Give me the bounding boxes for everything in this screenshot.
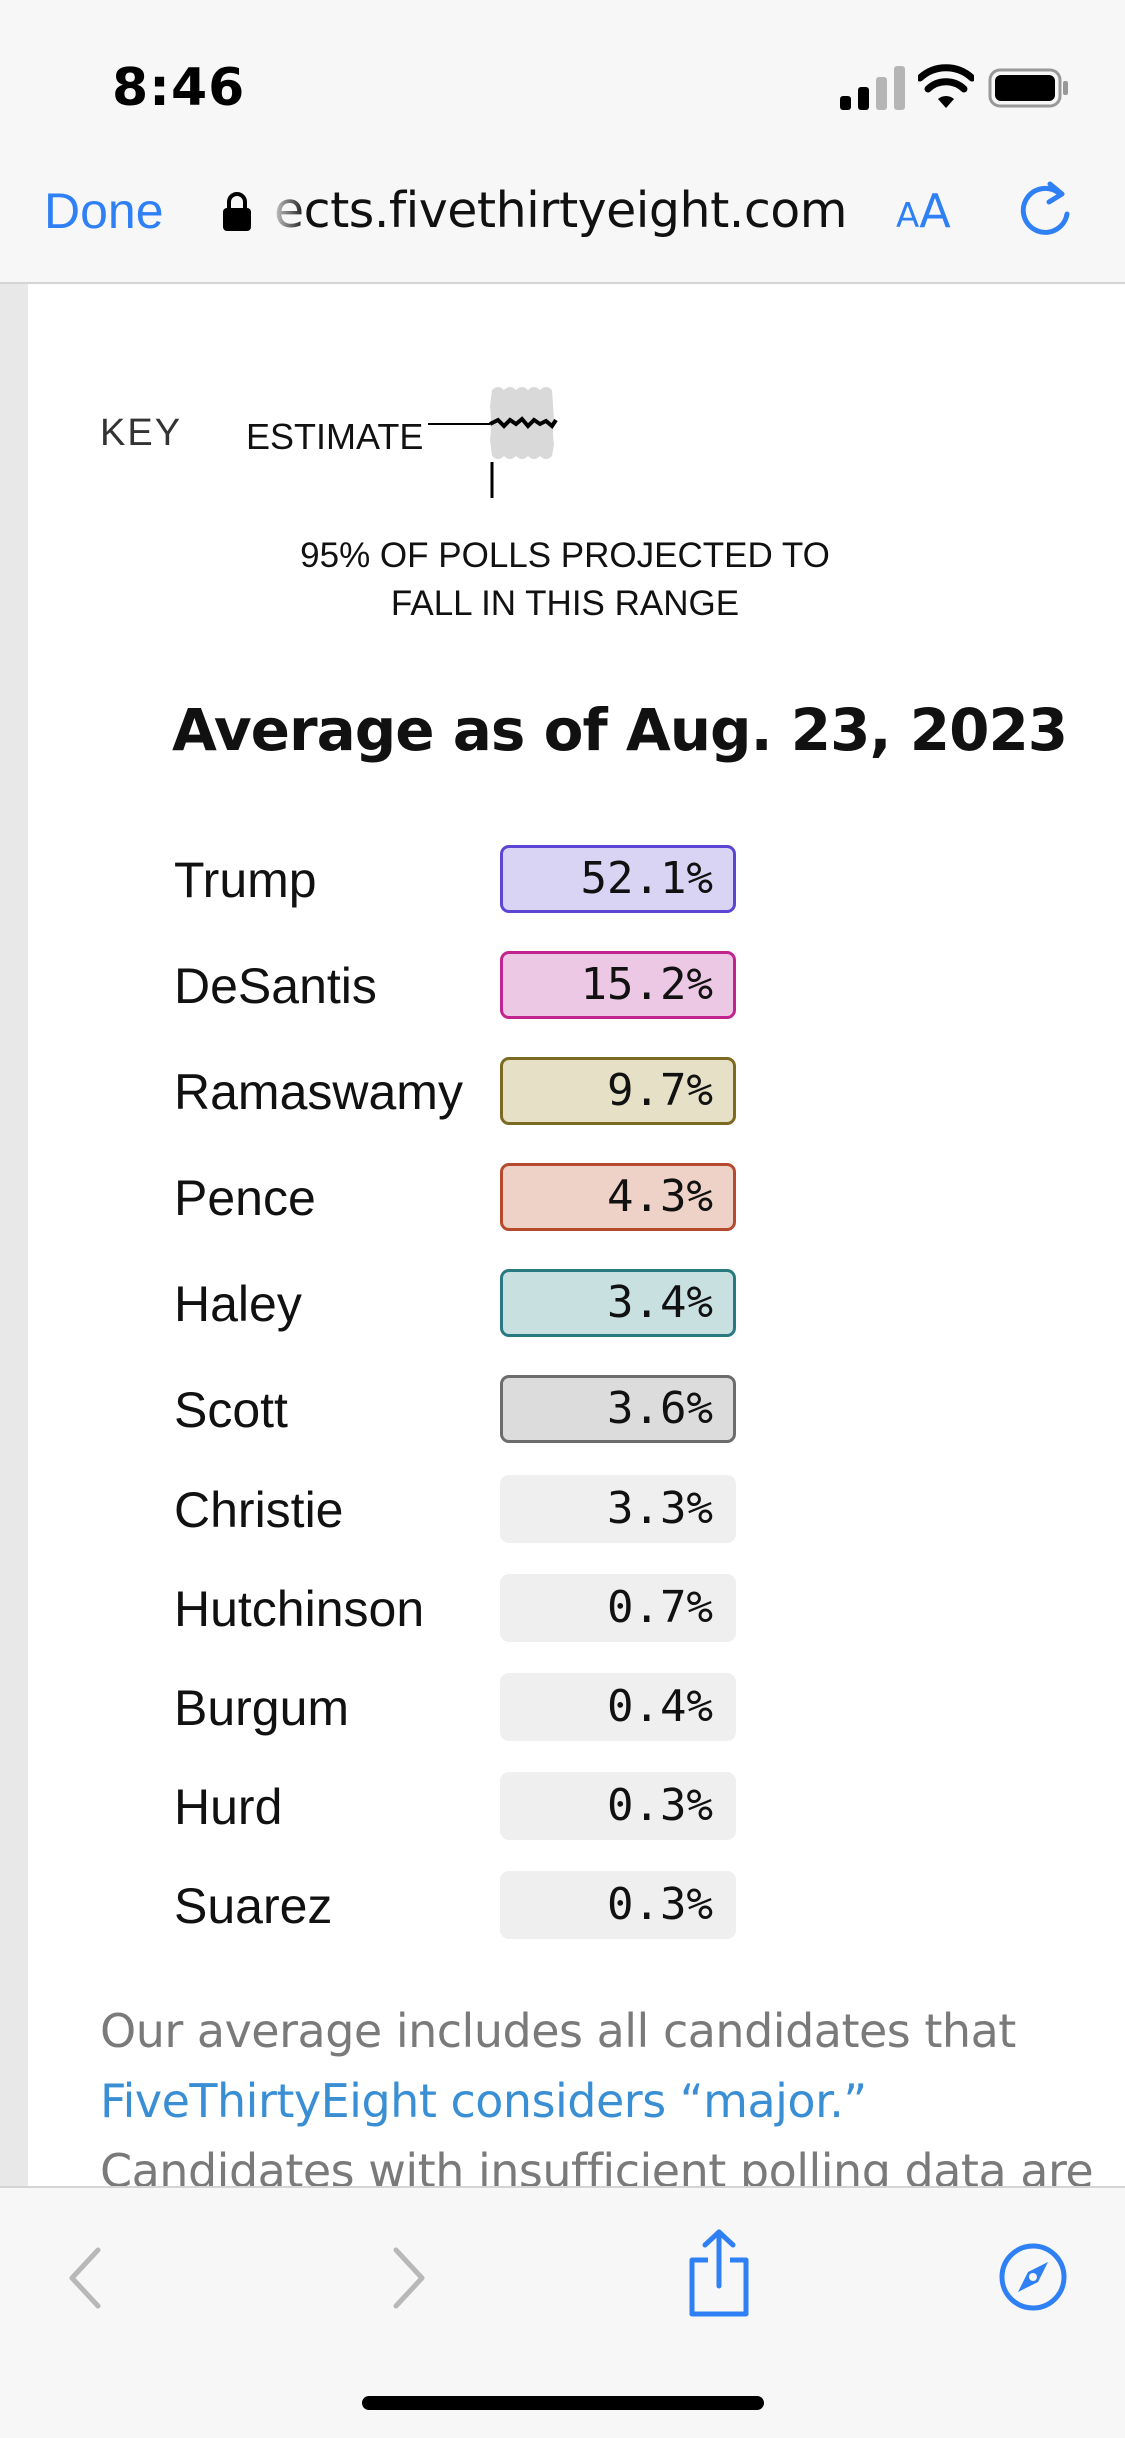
candidate-average-value: 9.7% <box>500 1057 736 1125</box>
candidate-average-value: 0.3% <box>500 1871 736 1939</box>
status-time: 8:46 <box>112 58 246 118</box>
candidate-average-value: 0.3% <box>500 1772 736 1840</box>
candidate-name: Suarez <box>174 1878 333 1934</box>
battery-icon <box>988 68 1068 108</box>
candidate-row: Haley 3.4% <box>0 1269 1125 1339</box>
estimate-label: ESTIMATE <box>246 416 424 457</box>
candidate-average-value: 0.7% <box>500 1574 736 1642</box>
candidate-average-value: 3.3% <box>500 1475 736 1543</box>
forward-arrow-icon[interactable] <box>386 2244 432 2312</box>
aa-small-glyph: A <box>896 196 920 236</box>
candidate-average-value: 4.3% <box>500 1163 736 1231</box>
candidate-average-value: 0.4% <box>500 1673 736 1741</box>
candidate-row: Hutchinson 0.7% <box>0 1574 1125 1644</box>
range-caption: 95% OF POLLS PROJECTED TO FALL IN THIS R… <box>200 532 930 628</box>
candidate-average-value: 15.2% <box>500 951 736 1019</box>
estimate-range-key-graphic <box>428 387 558 498</box>
candidate-name: Burgum <box>174 1680 350 1736</box>
compass-icon[interactable] <box>998 2242 1068 2312</box>
back-arrow-icon[interactable] <box>62 2244 108 2312</box>
candidate-average-value: 3.4% <box>500 1269 736 1337</box>
share-icon[interactable] <box>686 2228 752 2318</box>
range-caption-line1: 95% OF POLLS PROJECTED TO <box>300 536 830 575</box>
candidate-name: Hurd <box>174 1779 283 1835</box>
aa-big-glyph: A <box>919 184 951 238</box>
key-label: KEY <box>100 412 183 454</box>
candidate-name: Christie <box>174 1482 344 1538</box>
candidate-row: Christie 3.3% <box>0 1475 1125 1545</box>
cellular-signal-icon <box>840 66 905 110</box>
footnote-line1: Our average includes all candidates that <box>100 2004 1016 2058</box>
status-bar: 8:46 <box>0 0 1125 150</box>
home-indicator <box>362 2396 764 2410</box>
candidate-name: Pence <box>174 1170 316 1226</box>
done-button[interactable]: Done <box>44 183 164 239</box>
candidate-name: Hutchinson <box>174 1581 425 1637</box>
candidate-average-value: 3.6% <box>500 1375 736 1443</box>
candidate-row: DeSantis 15.2% <box>0 951 1125 1021</box>
url-field[interactable]: ects.fivethirtyeight.com <box>222 176 852 246</box>
major-candidates-link[interactable]: FiveThirtyEight considers “major.” <box>100 2074 867 2128</box>
range-caption-line2: FALL IN THIS RANGE <box>390 584 740 623</box>
url-text: ects.fivethirtyeight.com <box>274 182 848 239</box>
candidate-row: Pence 4.3% <box>0 1163 1125 1233</box>
lock-icon <box>223 192 251 231</box>
page-left-rail <box>0 284 28 2186</box>
candidate-name: Scott <box>174 1382 288 1438</box>
candidate-average-value: 52.1% <box>500 845 736 913</box>
candidate-name: Haley <box>174 1276 302 1332</box>
footnote: Our average includes all candidates that… <box>100 1996 1094 2206</box>
average-heading: Average as of Aug. 23, 2023 <box>172 696 1068 764</box>
wifi-icon <box>918 64 974 108</box>
candidate-row: Scott 3.6% <box>0 1375 1125 1445</box>
candidate-row: Trump 52.1% <box>0 845 1125 915</box>
url-fade <box>266 176 306 246</box>
candidate-name: DeSantis <box>174 958 377 1014</box>
candidate-row: Ramaswamy 9.7% <box>0 1057 1125 1127</box>
candidate-name: Ramaswamy <box>174 1064 463 1120</box>
reload-icon[interactable] <box>1016 180 1074 242</box>
candidate-name: Trump <box>174 852 317 908</box>
candidate-row: Hurd 0.3% <box>0 1772 1125 1842</box>
text-size-button[interactable]: AA <box>896 176 951 246</box>
candidate-row: Suarez 0.3% <box>0 1871 1125 1941</box>
candidate-row: Burgum 0.4% <box>0 1673 1125 1743</box>
browser-nav-bar: Done ects.fivethirtyeight.com AA <box>0 150 1125 284</box>
